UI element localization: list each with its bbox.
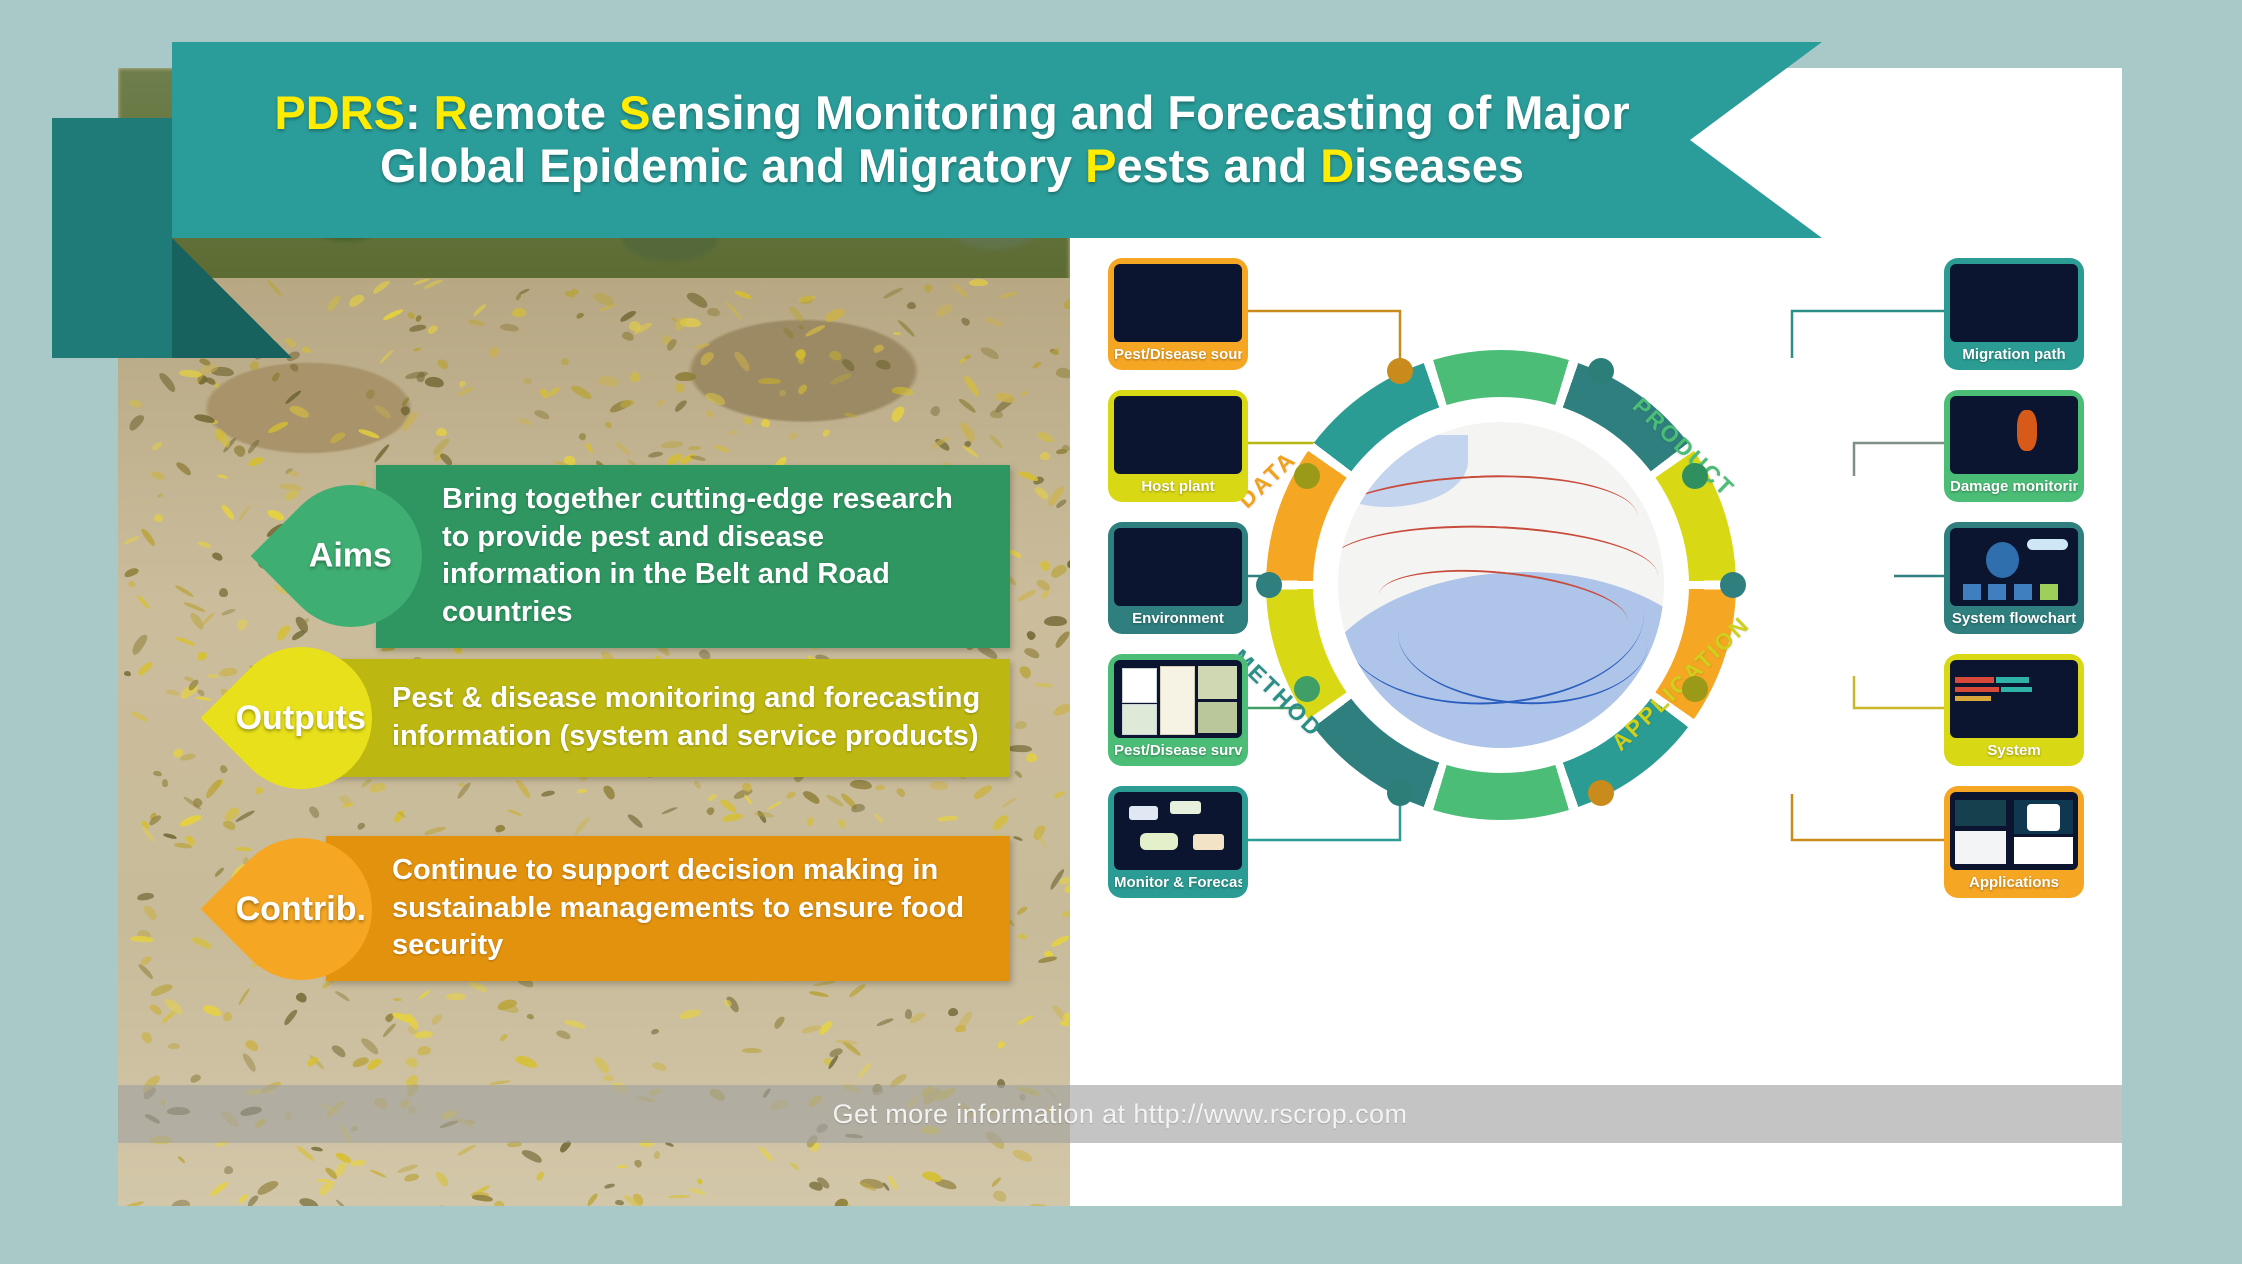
ring-node-8 bbox=[1720, 572, 1746, 598]
thumb-monitor-forecast[interactable]: Monitor & Forecast bbox=[1108, 786, 1248, 898]
thumb-host-plant[interactable]: Host plant bbox=[1108, 390, 1248, 502]
thumb-caption: Environment bbox=[1114, 606, 1242, 632]
thumb-image-monitor-forecast bbox=[1114, 792, 1242, 870]
ring-node-3 bbox=[1256, 572, 1282, 598]
thumb-caption: System flowchart bbox=[1950, 606, 2078, 632]
thumb-environment[interactable]: Environment bbox=[1108, 522, 1248, 634]
bullet-text-aims: Bring together cutting-edge research to … bbox=[376, 465, 1010, 648]
ring-node-2 bbox=[1294, 463, 1320, 489]
ring-node-5 bbox=[1387, 780, 1413, 806]
title-line-2: Global Epidemic and Migratory Pests and … bbox=[380, 140, 1524, 193]
bullet-label: Contrib. bbox=[236, 889, 366, 928]
bullet-text-contrib: Continue to support decision making in s… bbox=[326, 836, 1010, 981]
thumb-caption: Applications bbox=[1950, 870, 2078, 896]
thumb-caption: Host plant bbox=[1114, 474, 1242, 500]
bullet-aims: Aims Bring together cutting-edge researc… bbox=[280, 465, 1010, 648]
thumb-caption: Pest/Disease source bbox=[1114, 342, 1242, 368]
thumb-system[interactable]: System bbox=[1944, 654, 2084, 766]
thumb-image-pest-disease-survey bbox=[1114, 660, 1242, 738]
thumb-caption: Monitor & Forecast bbox=[1114, 870, 1242, 896]
thumb-image-environment bbox=[1114, 528, 1242, 606]
bullet-text-outputs: Pest & disease monitoring and forecastin… bbox=[326, 659, 1010, 777]
thumb-image-damage-monitoring bbox=[1950, 396, 2078, 474]
thumb-image-pest-disease-source bbox=[1114, 264, 1242, 342]
ring-node-4 bbox=[1294, 676, 1320, 702]
footer-text: Get more information at http://www.rscro… bbox=[118, 1085, 2122, 1143]
bullet-leaf-outputs: Outputs bbox=[201, 618, 402, 819]
thumb-caption: Pest/Disease survey bbox=[1114, 738, 1242, 764]
cycle-ring: DATA PRODUCT METHOD APPLICATION bbox=[1266, 350, 1736, 820]
poster-stage: DATA PRODUCT METHOD APPLICATION Pest/ bbox=[0, 0, 2242, 1264]
bullet-contrib: Contrib. Continue to support decision ma… bbox=[230, 836, 1010, 981]
title-line-1: PDRS: Remote Sensing Monitoring and Fore… bbox=[274, 87, 1629, 140]
thumb-applications[interactable]: Applications bbox=[1944, 786, 2084, 898]
thumb-caption: Damage monitoring bbox=[1950, 474, 2078, 500]
ribbon-tail bbox=[52, 118, 172, 358]
thumb-system-flowchart[interactable]: System flowchart bbox=[1944, 522, 2084, 634]
thumb-caption: System bbox=[1950, 738, 2078, 764]
thumb-pest-disease-source[interactable]: Pest/Disease source bbox=[1108, 258, 1248, 370]
bullet-label: Aims bbox=[309, 537, 392, 576]
thumb-image-migration-path bbox=[1950, 264, 2078, 342]
ring-node-1 bbox=[1387, 358, 1413, 384]
ring-core bbox=[1324, 408, 1678, 762]
ring-node-6 bbox=[1588, 780, 1614, 806]
thumb-image-system-flowchart bbox=[1950, 528, 2078, 606]
ring-node-9 bbox=[1682, 463, 1708, 489]
belt-and-road-map bbox=[1338, 422, 1664, 748]
thumb-pest-disease-survey[interactable]: Pest/Disease survey bbox=[1108, 654, 1248, 766]
ring-node-7 bbox=[1682, 676, 1708, 702]
thumb-image-host-plant bbox=[1114, 396, 1242, 474]
thumb-migration-path[interactable]: Migration path bbox=[1944, 258, 2084, 370]
thumb-image-applications bbox=[1950, 792, 2078, 870]
thumb-image-system bbox=[1950, 660, 2078, 738]
thumb-damage-monitoring[interactable]: Damage monitoring bbox=[1944, 390, 2084, 502]
ring-node-10 bbox=[1588, 358, 1614, 384]
bullet-label: Outputs bbox=[236, 699, 366, 738]
bullet-outputs: Outputs Pest & disease monitoring and fo… bbox=[230, 647, 1010, 789]
thumb-caption: Migration path bbox=[1950, 342, 2078, 368]
title-ribbon: PDRS: Remote Sensing Monitoring and Fore… bbox=[172, 42, 1822, 238]
